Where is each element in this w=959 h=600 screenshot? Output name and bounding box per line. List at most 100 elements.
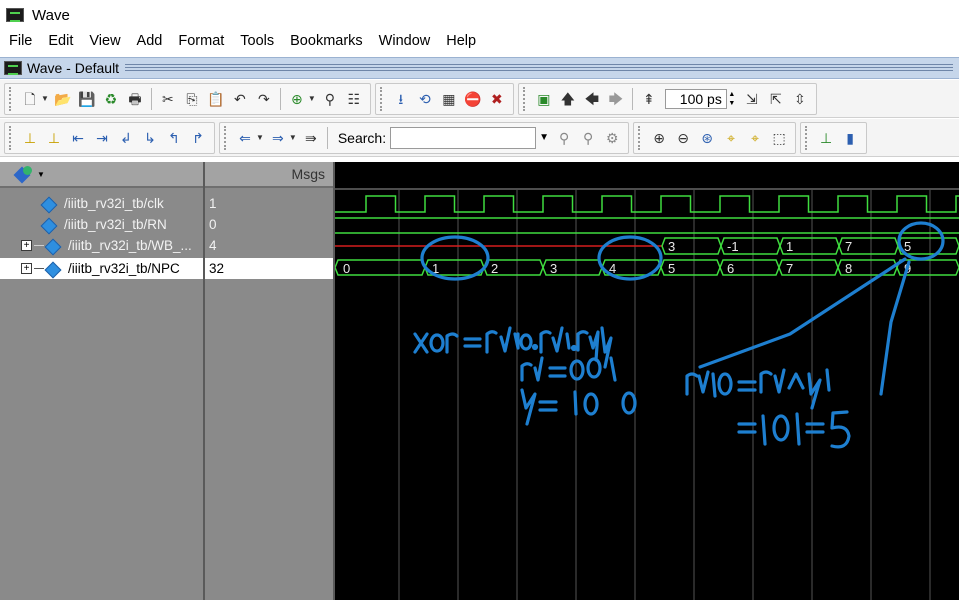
toolbar-grip[interactable] (9, 125, 14, 150)
redo-icon[interactable]: ↷ (258, 90, 270, 107)
next-falling-icon[interactable]: ↳ (144, 129, 156, 146)
wb-bus-value: 3 (668, 239, 675, 254)
file-toolbar-group: 🗋 ▼ 📂 💾 ♻ 🖶 ✂ ⎘ 📋 ↶ ↷ ⊕ ▼ ⚲ ☷ (4, 82, 371, 115)
zoom-full-icon[interactable]: ⊛ (701, 129, 713, 146)
signal-row[interactable]: /iiitb_rv32i_tb/RN (0, 214, 203, 235)
cursor-toolbar-group: ⊥ ⊥ ⇤ ⇥ ↲ ↳ ↰ ↱ (4, 121, 215, 154)
pane-splitter[interactable] (333, 162, 335, 600)
search-clear-icon[interactable]: ⚙ (605, 129, 619, 146)
prev-edge-icon[interactable]: ⇤ (72, 129, 84, 146)
format-icon[interactable]: ☷ (347, 90, 361, 107)
open-folder-icon[interactable]: 📂 (54, 90, 72, 107)
up-arrow-icon[interactable]: 🡅 (560, 90, 576, 107)
search-options-icon[interactable]: ⚲ (582, 129, 594, 146)
reload-icon[interactable]: ♻ (104, 90, 118, 107)
signal-row[interactable]: + /iiitb_rv32i_tb/WB_... (0, 235, 203, 256)
toolbar-grip[interactable] (522, 86, 528, 111)
cut-icon[interactable]: ✂ (162, 90, 174, 107)
main-toolbar: 🗋 ▼ 📂 💾 ♻ 🖶 ✂ ⎘ 📋 ↶ ↷ ⊕ ▼ ⚲ ☷ ⭳ ⟲ ▦ ⛔ ✖ ▣ (0, 80, 959, 118)
chevron-down-icon[interactable]: ▼ (288, 133, 297, 142)
paste-icon[interactable]: 📋 (207, 90, 225, 107)
chevron-down-icon[interactable]: ▼ (41, 94, 49, 103)
find-prev-icon[interactable]: ⇐ (239, 129, 251, 146)
signal-row-selected[interactable]: + /iiitb_rv32i_tb/NPC (0, 258, 203, 279)
expand-icon[interactable]: + (21, 263, 32, 274)
undo-icon[interactable]: ↶ (234, 90, 246, 107)
waveform-header (335, 162, 959, 188)
copy-icon[interactable]: ⎘ (186, 90, 198, 107)
menu-help[interactable]: Help (446, 33, 477, 49)
find-icon[interactable]: ⚲ (324, 90, 335, 107)
run-length-field[interactable]: 100 ps (664, 88, 727, 109)
menu-window[interactable]: Window (378, 33, 431, 49)
signal-row[interactable]: /iiitb_rv32i_tb/clk (0, 193, 203, 214)
zoom-in-full-icon[interactable]: ⇲ (745, 90, 758, 107)
zoom-fit-icon[interactable]: ⇳ (793, 90, 806, 107)
menu-format[interactable]: Format (178, 33, 225, 49)
toolbar-grip[interactable] (9, 86, 14, 111)
modelsim-wave-icon (6, 8, 24, 22)
stop-icon[interactable]: ✖ (490, 90, 503, 107)
zoom-lock-icon[interactable]: ⌖ (751, 129, 760, 146)
zoom-toolbar-group: ⊕ ⊖ ⊛ ⌖ ⌖ ⬚ (633, 121, 797, 154)
wave-window-header[interactable]: Wave - Default (0, 57, 959, 79)
chevron-down-icon[interactable]: ▼ (37, 169, 45, 179)
zoom-in-icon[interactable]: ⊕ (653, 129, 665, 146)
print-icon[interactable]: 🖶 (128, 90, 142, 107)
nav-toolbar-group: ▣ 🡅 🡄 🡆 ⇞ 100 ps ▲ ▼ ⇲ ⇱ ⇳ (517, 82, 817, 115)
menu-edit[interactable]: Edit (48, 33, 74, 49)
zoom-cursor-icon[interactable]: ⌖ (727, 129, 736, 146)
insert-cursor-icon[interactable]: ⊥ (23, 129, 37, 146)
zoom-out-full-icon[interactable]: ⇱ (769, 90, 782, 107)
wave-format-icon[interactable]: ⬚ (772, 129, 786, 146)
run-length-spinner[interactable]: ▲ ▼ (728, 90, 736, 107)
break-icon[interactable]: ⛔ (464, 90, 482, 107)
toolbar-grip[interactable] (638, 125, 643, 150)
wb-bus-value: 1 (786, 239, 793, 254)
zoom-out-icon[interactable]: ⊖ (677, 129, 689, 146)
cursor-line-icon[interactable]: ⊥ (819, 129, 833, 146)
menu-view[interactable]: View (89, 33, 121, 49)
run-icon[interactable]: ▦ (442, 90, 456, 107)
add-icon[interactable]: ⊕ (291, 90, 303, 107)
toolbar-grip[interactable] (805, 125, 810, 150)
toolbar-grip[interactable] (379, 86, 385, 111)
prev-falling-icon[interactable]: ↲ (120, 129, 132, 146)
prev-rising-icon[interactable]: ↰ (168, 129, 180, 146)
wb-bus-value: -1 (727, 239, 739, 254)
window-drag-grip[interactable] (125, 64, 953, 72)
menu-file[interactable]: File (9, 33, 33, 49)
new-file-icon[interactable]: 🗋 (24, 90, 36, 107)
expand-icon[interactable]: + (21, 240, 32, 251)
chevron-down-icon[interactable]: ▼ (539, 132, 550, 143)
npc-bus-value: 8 (845, 261, 852, 276)
search-binoculars-icon[interactable]: ⚲ (558, 129, 570, 146)
chevron-down-icon[interactable]: ▼ (307, 94, 316, 103)
toolbar-grip[interactable] (224, 125, 229, 150)
signal-value: 1 (209, 196, 217, 211)
restart-icon[interactable]: ⟲ (418, 90, 431, 107)
next-edge-icon[interactable]: ⇥ (96, 129, 108, 146)
bar-icon[interactable]: ▮ (846, 129, 854, 146)
find-next-icon[interactable]: ⇒ (272, 129, 284, 146)
delete-cursor-icon[interactable]: ⊥ (47, 129, 61, 146)
back-arrow-icon[interactable]: 🡄 (584, 90, 600, 107)
menu-tools[interactable]: Tools (240, 33, 275, 49)
pane-splitter[interactable] (203, 162, 205, 600)
find-signal-icon[interactable]: ⇛ (304, 129, 317, 146)
run-length-icon[interactable]: ⇞ (642, 90, 655, 107)
save-icon[interactable]: 💾 (78, 90, 96, 107)
step-icon[interactable]: ⭳ (398, 90, 404, 107)
chevron-down-icon[interactable]: ▼ (256, 133, 264, 142)
annotation-circle (420, 235, 490, 281)
menu-add[interactable]: Add (136, 33, 163, 49)
next-rising-icon[interactable]: ↱ (192, 129, 204, 146)
group-icon[interactable]: ▣ (537, 90, 551, 107)
menu-bookmarks[interactable]: Bookmarks (290, 33, 363, 49)
forward-arrow-icon[interactable]: 🡆 (608, 90, 624, 107)
names-pane-header[interactable]: ▼ (0, 162, 203, 188)
handwritten-annotation (413, 221, 945, 449)
search-input[interactable] (390, 126, 537, 149)
